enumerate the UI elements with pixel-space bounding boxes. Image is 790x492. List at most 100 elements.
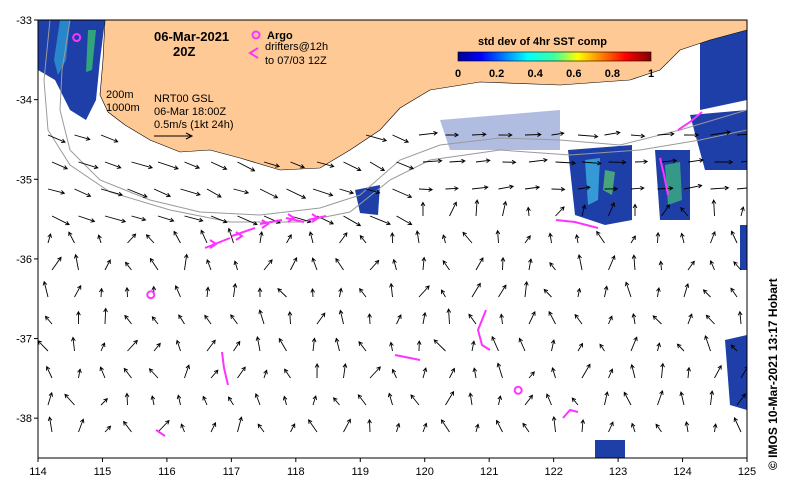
current-arrow (343, 215, 362, 227)
current-arrow (99, 287, 104, 298)
current-arrow (151, 316, 159, 325)
current-arrow (286, 188, 307, 199)
current-arrow (284, 368, 291, 379)
current-arrow (680, 232, 685, 244)
current-arrow (148, 368, 159, 379)
current-arrow (549, 262, 556, 271)
date-label: 06-Mar-2021 (154, 29, 229, 44)
current-arrow (630, 185, 645, 191)
current-arrow (257, 423, 265, 433)
current-arrow (237, 215, 258, 226)
current-arrow (634, 159, 649, 165)
x-tick-label: 118 (287, 466, 305, 478)
current-arrow (440, 289, 446, 298)
current-arrow (124, 286, 130, 298)
current-arrow (78, 418, 85, 433)
current-arrow (210, 161, 228, 170)
current-arrow (581, 160, 602, 166)
current-arrow (204, 314, 212, 325)
x-tick-label: 125 (738, 466, 756, 478)
current-arrow (389, 282, 394, 298)
plot-frame (37, 19, 748, 459)
current-arrow (630, 133, 646, 139)
current-arrow (157, 161, 179, 170)
current-arrow (498, 284, 507, 298)
current-arrow (474, 199, 480, 217)
current-arrow (577, 185, 591, 190)
drifters-legend-line2: to 07/03 12Z (265, 55, 327, 67)
isobath-1000-label: 1000m (106, 102, 140, 114)
current-arrow (339, 188, 355, 195)
current-arrow (339, 232, 348, 244)
current-arrow (528, 371, 535, 379)
current-arrow (608, 315, 613, 325)
current-arrow (421, 256, 427, 271)
current-arrow (630, 363, 636, 379)
current-arrow (418, 130, 439, 136)
current-arrow (311, 337, 317, 352)
current-arrow (68, 231, 75, 244)
drifter-tracks (155, 111, 703, 437)
current-arrow (445, 186, 459, 191)
current-arrow (528, 310, 536, 325)
current-arrow (555, 160, 577, 166)
current-arrow (551, 415, 557, 433)
current-arrow (683, 283, 690, 298)
current-arrow (47, 391, 53, 406)
current-arrow (150, 395, 156, 406)
current-arrow (47, 134, 66, 144)
current-arrow (449, 158, 466, 164)
x-tick-label: 115 (94, 466, 112, 478)
current-arrow (389, 341, 394, 352)
argo-float-marker (72, 33, 82, 43)
current-arrow (124, 392, 130, 406)
argo-floats (72, 33, 523, 395)
current-arrow (630, 336, 638, 352)
current-arrow (733, 417, 742, 433)
current-arrow (73, 253, 79, 271)
current-arrow (711, 199, 717, 217)
current-arrow (422, 311, 427, 325)
current-arrow (233, 340, 241, 352)
current-arrow (736, 133, 747, 136)
current-arrow (333, 397, 340, 406)
current-arrow (127, 339, 138, 352)
current-arrow (524, 235, 531, 244)
current-arrow (74, 284, 82, 298)
current-arrow (604, 186, 619, 192)
current-arrow (343, 161, 362, 172)
x-axis-ticks: 114 115 116 117 118 119 120 121 122 123 124 125 (29, 458, 756, 478)
current-arrow (422, 158, 443, 164)
current-arrow (471, 132, 487, 137)
current-arrow (200, 229, 208, 244)
current-arrow (51, 215, 70, 226)
current-arrow (206, 188, 222, 198)
current-arrow (576, 287, 582, 298)
current-arrow (392, 134, 410, 143)
colorbar-tick-label: 0.4 (528, 68, 544, 80)
current-arrow (551, 187, 566, 192)
current-arrow (630, 422, 636, 433)
argo-float-marker (513, 385, 523, 395)
current-arrow (290, 256, 298, 271)
current-arrow (683, 132, 700, 138)
current-arrow (656, 342, 661, 352)
current-arrow (233, 188, 250, 195)
current-arrow (687, 260, 695, 271)
current-arrow (232, 282, 238, 298)
y-tick-label: -35 (16, 174, 32, 186)
current-arrow (608, 368, 614, 379)
current-arrow (104, 259, 111, 271)
colorbar-tick-label: 0.6 (566, 68, 581, 80)
current-arrow (475, 257, 484, 271)
current-arrow (546, 393, 552, 406)
current-arrow (47, 233, 52, 244)
current-arrow (631, 254, 637, 271)
current-arrow (131, 161, 154, 170)
current-arrow (395, 422, 401, 433)
current-arrow (369, 161, 386, 171)
current-arrow (714, 364, 722, 379)
y-tick-label: -37 (16, 334, 32, 346)
current-arrow (442, 260, 450, 271)
colorbar-ticks: 0 0.2 0.4 0.6 0.8 1 (455, 68, 654, 80)
